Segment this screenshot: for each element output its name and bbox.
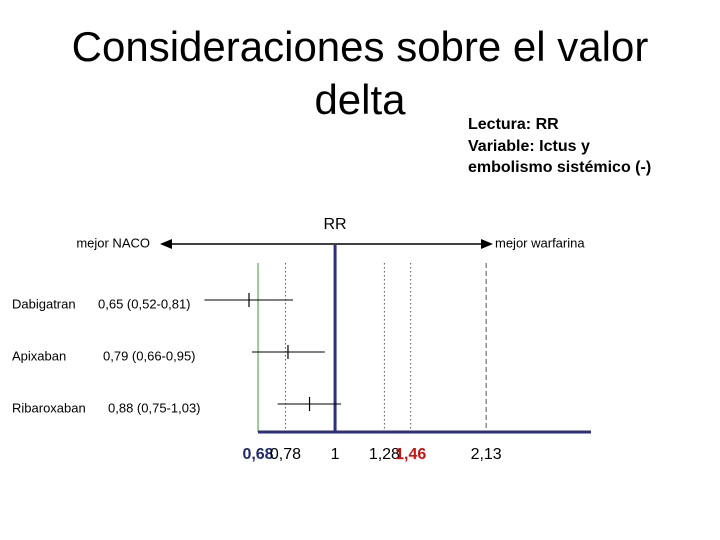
- x-tick-label: 1: [331, 446, 340, 463]
- annotation: Variable: Ictus y: [468, 138, 590, 155]
- x-tick-label: 2,13: [471, 446, 502, 463]
- direction-label: mejor warfarina: [495, 235, 585, 250]
- annotation: embolismo sistémico (-): [468, 159, 651, 176]
- x-tick-label: 0,78: [270, 446, 301, 463]
- x-label: RR: [323, 216, 346, 233]
- row-name: Apixaban: [12, 348, 66, 363]
- value-label: 0,88 (0,75-1,03): [108, 400, 201, 415]
- annotation: Lectura: RR: [468, 116, 559, 133]
- x-tick-label: 1,46: [395, 446, 426, 463]
- title-line: Consideraciones sobre el valor: [72, 23, 649, 70]
- row-name: Dabigatran: [12, 296, 76, 311]
- arrow-head: [160, 239, 172, 249]
- row-name: Ribaroxaban: [12, 400, 86, 415]
- value-label: 0,79 (0,66-0,95): [103, 348, 196, 363]
- value-label: 0,65 (0,52-0,81): [98, 296, 191, 311]
- x-tick-label: 0,68: [242, 446, 273, 463]
- title-line: delta: [314, 76, 406, 123]
- direction-label: mejor NACO: [76, 235, 150, 250]
- arrow-head: [481, 239, 493, 249]
- x-tick-label: 1,28: [369, 446, 400, 463]
